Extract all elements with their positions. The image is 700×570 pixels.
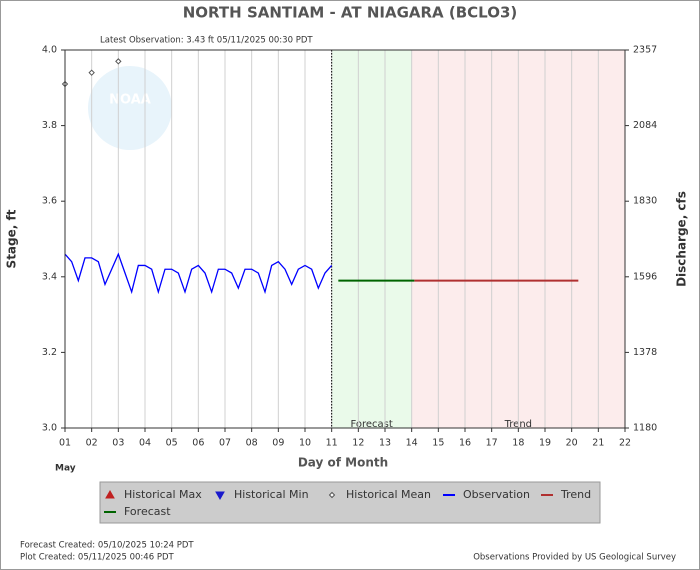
y-tick-label: 4.0 <box>42 45 57 56</box>
x-tick-label: 12 <box>352 438 364 449</box>
x-tick-label: 21 <box>592 438 604 449</box>
legend-swatch <box>105 489 115 499</box>
legend-box <box>99 481 601 524</box>
x-tick-label: 05 <box>166 438 178 449</box>
y2-tick-label: 1378 <box>633 347 657 358</box>
x-tick-label: 19 <box>539 438 551 449</box>
logo <box>88 66 172 150</box>
x-tick-label: 01 <box>59 438 71 449</box>
legend-label: Historical Min <box>234 488 309 501</box>
x-tick-label: 06 <box>192 438 204 449</box>
series-line <box>64 252 333 295</box>
region-label: Forecast <box>351 419 393 430</box>
x-tick-label: 10 <box>299 438 311 449</box>
x-tick-label: 22 <box>619 438 631 449</box>
y-axis-label: Stage, ft <box>5 209 19 268</box>
x-tick-label: 04 <box>139 438 151 449</box>
x-tick-label: 14 <box>406 438 418 449</box>
legend-label: Observation <box>463 488 530 501</box>
subtitle: Latest Observation: 3.43 ft 05/11/2025 0… <box>100 36 313 46</box>
legend-swatch <box>215 491 225 501</box>
legend-label: Historical Mean <box>346 488 431 501</box>
x-tick-label: 03 <box>112 438 124 449</box>
plot-created: Plot Created: 05/11/2025 00:46 PDT <box>20 553 174 563</box>
y-tick-label: 3.6 <box>42 196 57 207</box>
y2-tick-label: 1180 <box>633 423 657 434</box>
x-tick-label: 15 <box>432 438 444 449</box>
logo-text: NOAA <box>109 93 151 108</box>
y-tick-label: 3.8 <box>42 120 57 131</box>
legend-label: Historical Max <box>124 488 202 501</box>
y-tick-label: 3.2 <box>42 347 57 358</box>
x-tick-label: 18 <box>512 438 524 449</box>
x-axis-label: Day of Month <box>298 456 388 470</box>
y2-tick-label: 2084 <box>633 120 657 131</box>
series-point <box>88 69 95 76</box>
legend-swatch <box>328 491 336 499</box>
legend-label: Trend <box>560 488 591 501</box>
x-tick-label: 08 <box>246 438 258 449</box>
y2-axis-label: Discharge, cfs <box>675 191 689 287</box>
chart-title: NORTH SANTIAM - AT NIAGARA (BCLO3) <box>183 4 517 22</box>
legend-label: Forecast <box>124 505 171 518</box>
region <box>331 50 412 428</box>
x-tick-label: 09 <box>272 438 284 449</box>
x-tick-label: 20 <box>566 438 578 449</box>
x-tick-label: 07 <box>219 438 231 449</box>
month-label: May <box>55 464 76 474</box>
x-tick-label: 13 <box>379 438 391 449</box>
y2-tick-label: 2357 <box>633 45 657 56</box>
x-tick-label: 16 <box>459 438 471 449</box>
y-tick-label: 3.4 <box>42 271 57 282</box>
series-point <box>115 58 122 65</box>
forecast-created: Forecast Created: 05/10/2025 10:24 PDT <box>20 541 194 551</box>
y2-tick-label: 1596 <box>633 271 657 282</box>
y-tick-label: 3.0 <box>42 423 57 434</box>
x-tick-label: 02 <box>86 438 98 449</box>
y2-tick-label: 1830 <box>633 196 657 207</box>
plot-border <box>64 49 626 429</box>
x-tick-label: 11 <box>326 438 338 449</box>
x-tick-label: 17 <box>486 438 498 449</box>
source-note: Observations Provided by US Geological S… <box>473 553 676 563</box>
